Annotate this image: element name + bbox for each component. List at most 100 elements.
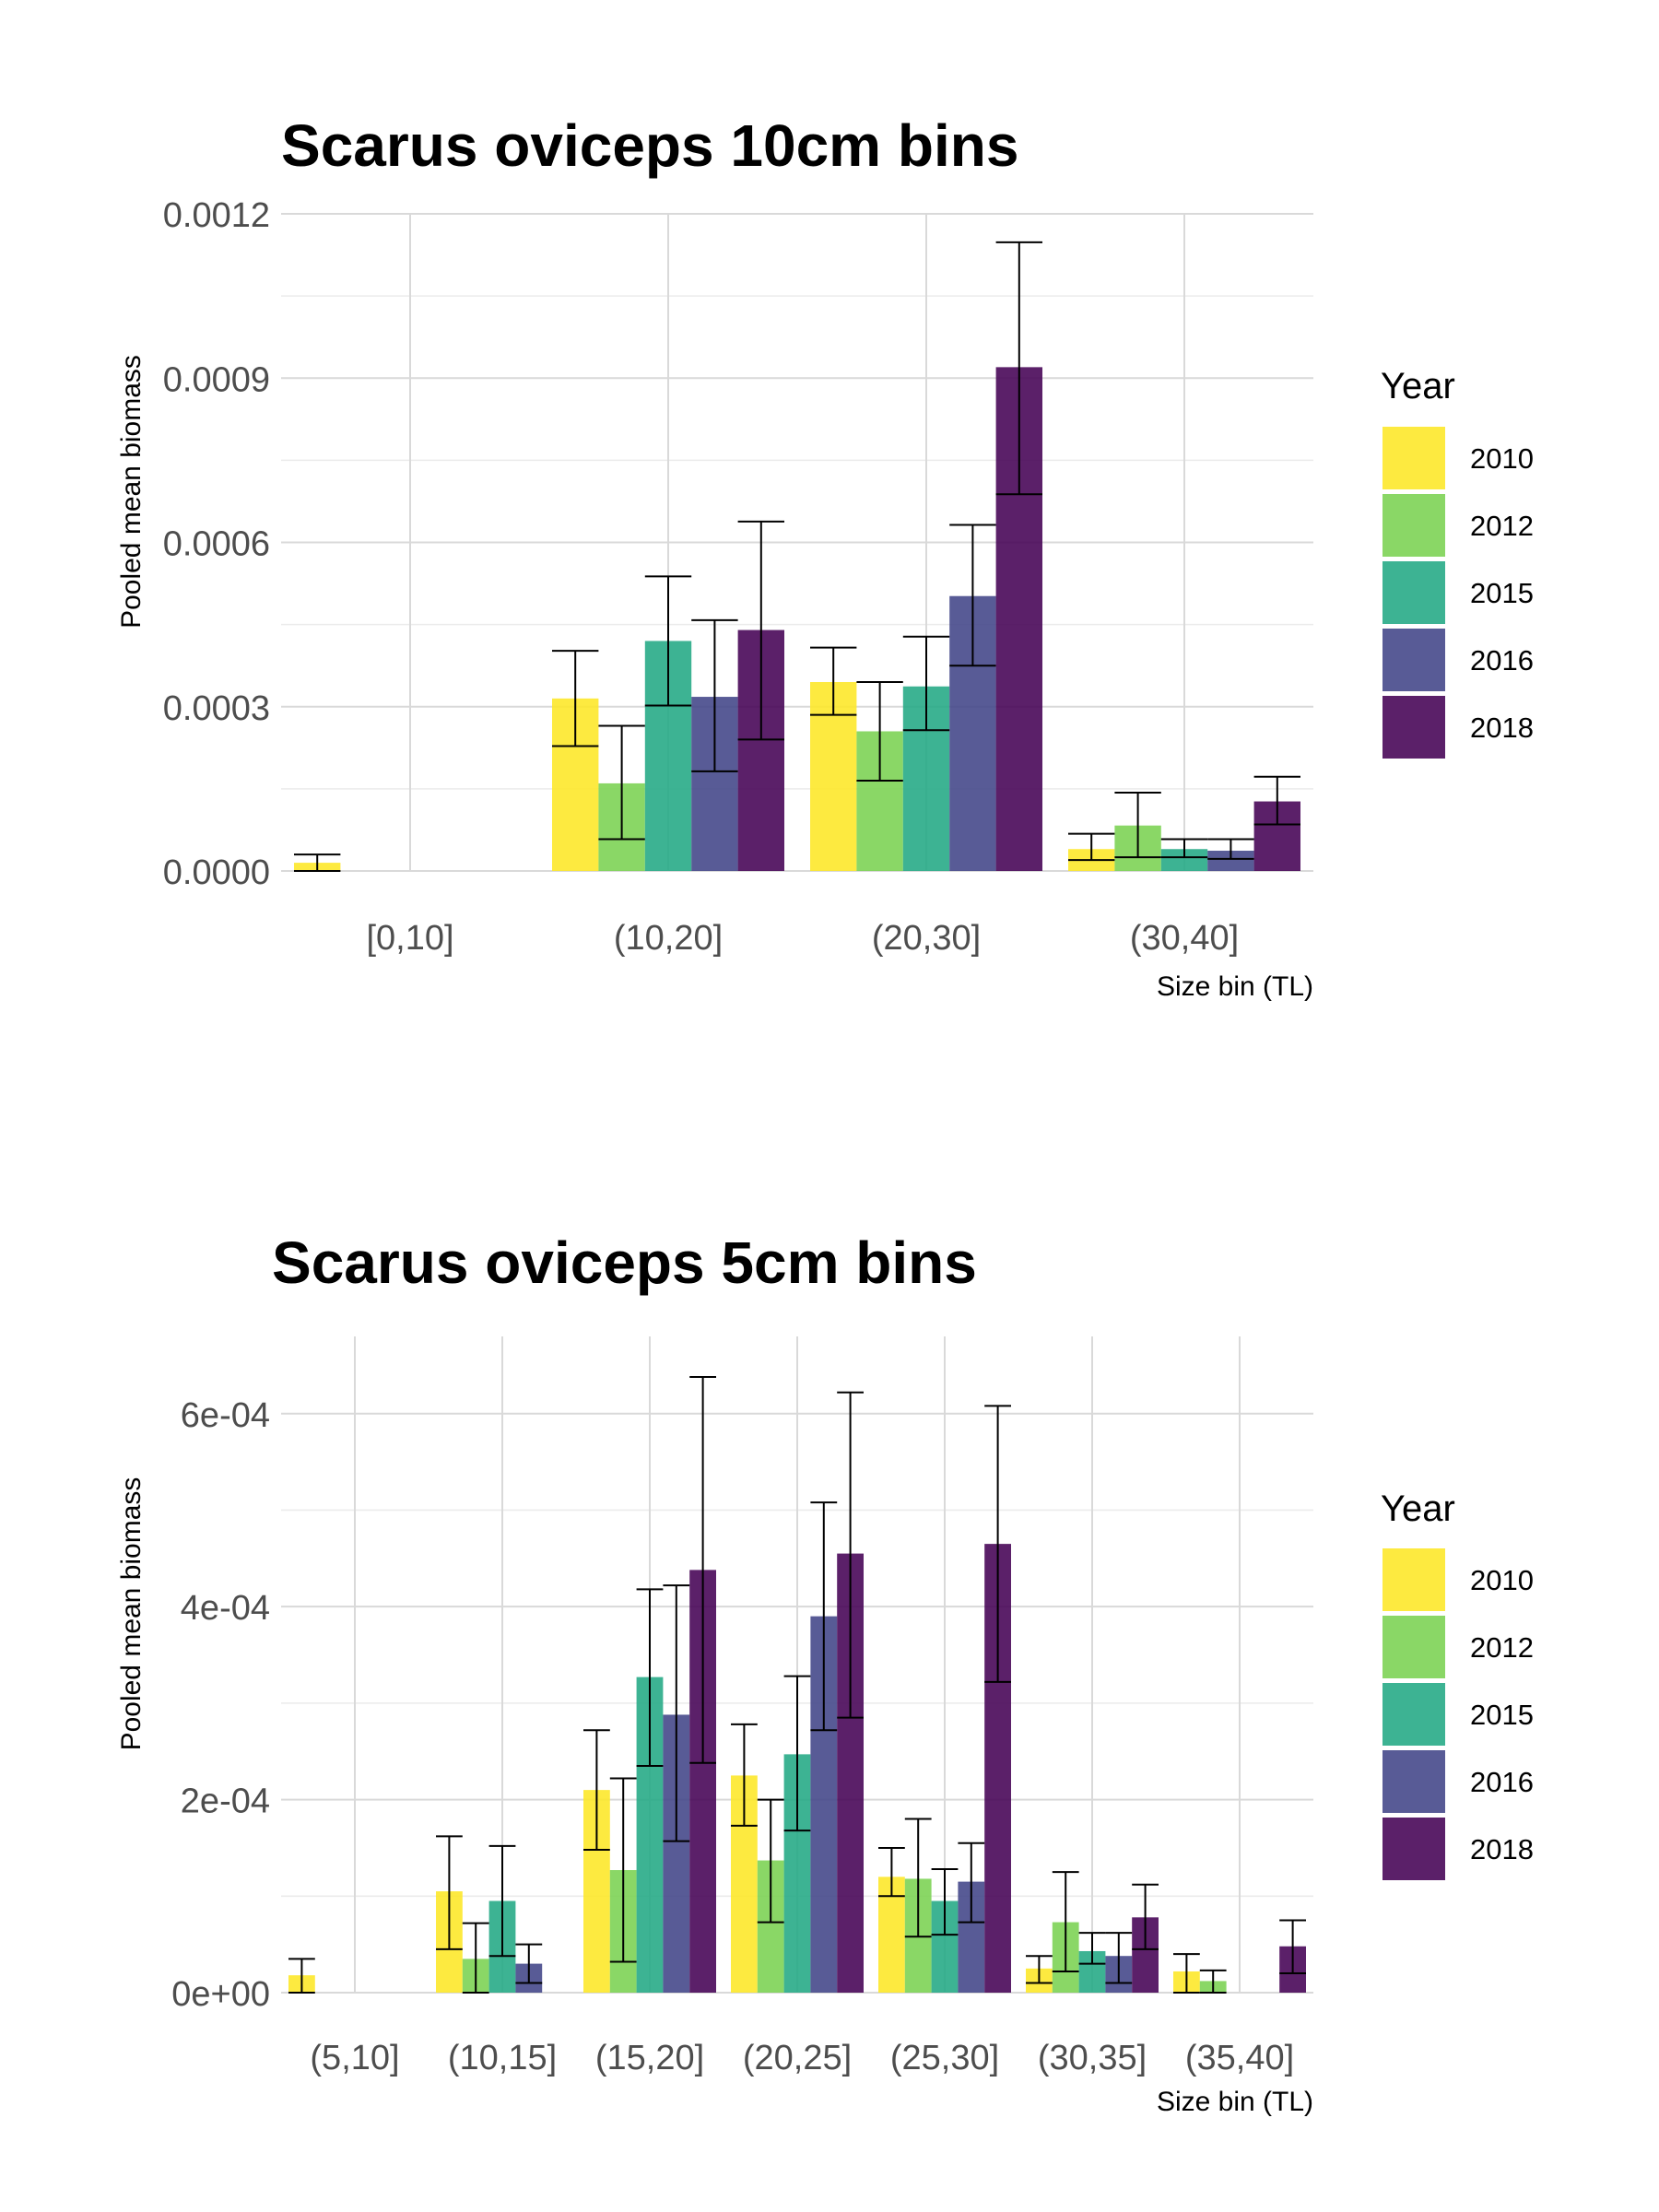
errorbar-2015-(10,15]: [488, 1844, 516, 1958]
errorbar-2015-(30,35]: [1078, 1932, 1106, 1965]
legend-key-2018: [1382, 696, 1445, 759]
x-tick-label: [0,10]: [366, 919, 453, 958]
errorbar-2018-(20,25]: [837, 1391, 864, 1719]
bar-2016-(30,40]: [1207, 851, 1254, 871]
errorbar-2010-(35,40]: [1173, 1953, 1200, 1994]
errorbar-2012-(30,40]: [1114, 792, 1161, 859]
x-tick-label: (20,30]: [872, 919, 981, 958]
errorbar-2012-(10,20]: [598, 724, 645, 841]
legend-label-2010: 2010: [1470, 1564, 1534, 1596]
errorbar-2016-(25,30]: [958, 1841, 985, 1924]
errorbar-2010-(20,30]: [810, 646, 857, 716]
legend-label-2015: 2015: [1470, 1699, 1534, 1731]
errorbar-2018-(25,30]: [984, 1405, 1011, 1683]
errorbar-2016-(20,25]: [810, 1501, 838, 1732]
errorbar-2018-(30,35]: [1132, 1883, 1159, 1950]
legend-label-2015: 2015: [1470, 577, 1534, 609]
errorbar-2010-(25,30]: [878, 1846, 905, 1898]
x-tick-label: (5,10]: [310, 2039, 399, 2077]
x-tick-label: (20,25]: [743, 2039, 852, 2077]
legend: Year 2010 2012 2015 2016 2018: [1381, 1488, 1534, 1880]
errorbar-2010-(30,35]: [1026, 1955, 1053, 1984]
errorbar-2016-(20,30]: [949, 524, 996, 667]
errorbar-2012-(25,30]: [904, 1818, 932, 1938]
chart-title: Scarus oviceps 10cm bins: [281, 112, 1018, 179]
errorbar-2010-(5,10]: [288, 1958, 315, 1994]
legend-key-2015: [1382, 561, 1445, 624]
errorbar-2016-(10,20]: [691, 618, 738, 772]
y-axis-title: Pooled mean biomass: [116, 355, 147, 629]
errorbar-2018-(30,40]: [1253, 775, 1300, 826]
x-tick-label: (25,30]: [890, 2039, 999, 2077]
errorbar-2018-(15,20]: [689, 1375, 716, 1764]
errorbar-2012-(20,25]: [757, 1798, 784, 1924]
y-tick-label: 0.0009: [163, 360, 270, 399]
legend-label-2016: 2016: [1470, 644, 1534, 677]
errorbar-2012-(20,30]: [856, 681, 903, 782]
legend-key-2012: [1382, 1616, 1445, 1678]
x-tick-label: (30,35]: [1038, 2039, 1147, 2077]
legend-key-2016: [1382, 1750, 1445, 1813]
y-axis-title: Pooled mean biomass: [116, 1477, 147, 1751]
legend-key-2010: [1382, 427, 1445, 489]
bar-2015-(30,40]: [1160, 849, 1208, 871]
chart-panel-1: Scarus oviceps 10cm bins 0.0000 0.0003 0.00…: [116, 112, 1534, 1002]
y-tick-label: 0.0003: [163, 689, 270, 728]
errorbar-2012-(30,35]: [1052, 1871, 1079, 1972]
legend-title: Year: [1381, 1488, 1455, 1529]
x-tick-label: (35,40]: [1185, 2039, 1294, 2077]
x-tick-label: (10,15]: [448, 2039, 557, 2077]
x-tick-label: (30,40]: [1130, 919, 1239, 958]
errorbar-2015-(30,40]: [1160, 838, 1208, 859]
errorbar-2015-(10,20]: [644, 575, 692, 707]
y-tick-label: 0.0006: [163, 525, 270, 564]
errorbar-2015-(20,30]: [902, 635, 950, 732]
legend-key-2016: [1382, 629, 1445, 691]
x-axis-title: Size bin (TL): [1157, 2087, 1313, 2117]
errorbar-2015-(25,30]: [931, 1867, 959, 1936]
x-tick-label: (10,20]: [614, 919, 723, 958]
x-axis-title: Size bin (TL): [1157, 971, 1313, 1002]
errorbar-2016-(30,40]: [1207, 838, 1254, 860]
y-tick-label: 0e+00: [171, 1975, 270, 2014]
errorbar-2012-(35,40]: [1199, 1969, 1227, 1994]
errorbar-2012-(10,15]: [462, 1922, 489, 1994]
chart-panel-2: Scarus oviceps 5cm bins 0e+00 2e-04 4e-04 6e…: [116, 1230, 1534, 2117]
legend-label-2018: 2018: [1470, 1833, 1534, 1865]
legend-title: Year: [1381, 366, 1455, 406]
x-tick-label: (15,20]: [595, 2039, 704, 2077]
chart-title: Scarus oviceps 5cm bins: [272, 1230, 977, 1296]
errorbar-2015-(20,25]: [783, 1675, 811, 1832]
legend: Year 2010 2012 2015 2016 2018: [1381, 366, 1534, 759]
legend-label-2018: 2018: [1470, 712, 1534, 744]
y-tick-label: 0.0012: [163, 196, 270, 235]
errorbar-2016-(15,20]: [663, 1584, 690, 1842]
errorbar-2010-(20,25]: [731, 1723, 758, 1827]
legend-label-2012: 2012: [1470, 1631, 1534, 1664]
y-tick-label: 6e-04: [181, 1396, 270, 1435]
legend-key-2015: [1382, 1683, 1445, 1746]
legend-key-2010: [1382, 1548, 1445, 1611]
legend-label-2012: 2012: [1470, 510, 1534, 542]
errorbar-2010-(30,40]: [1068, 832, 1115, 862]
legend-key-2012: [1382, 494, 1445, 557]
errorbar-2018-(35,40]: [1279, 1919, 1306, 1975]
errorbar-2010-(10,20]: [552, 650, 599, 747]
errorbar-2010-[0,10]: [294, 853, 341, 872]
errorbar-2018-(10,20]: [737, 520, 784, 741]
errorbar-2010-(15,20]: [583, 1729, 610, 1852]
legend-label-2016: 2016: [1470, 1766, 1534, 1798]
legend-key-2018: [1382, 1818, 1445, 1880]
errorbar-2016-(30,35]: [1105, 1932, 1133, 1984]
errorbar-2010-(10,15]: [436, 1835, 463, 1950]
errorbar-2016-(10,15]: [515, 1943, 543, 1984]
y-tick-label: 0.0000: [163, 853, 270, 892]
y-tick-label: 2e-04: [181, 1783, 270, 1821]
legend-label-2010: 2010: [1470, 442, 1534, 475]
errorbar-2018-(20,30]: [995, 241, 1042, 496]
errorbar-2015-(15,20]: [636, 1588, 664, 1767]
y-tick-label: 4e-04: [181, 1589, 270, 1628]
errorbar-2012-(15,20]: [609, 1777, 637, 1963]
